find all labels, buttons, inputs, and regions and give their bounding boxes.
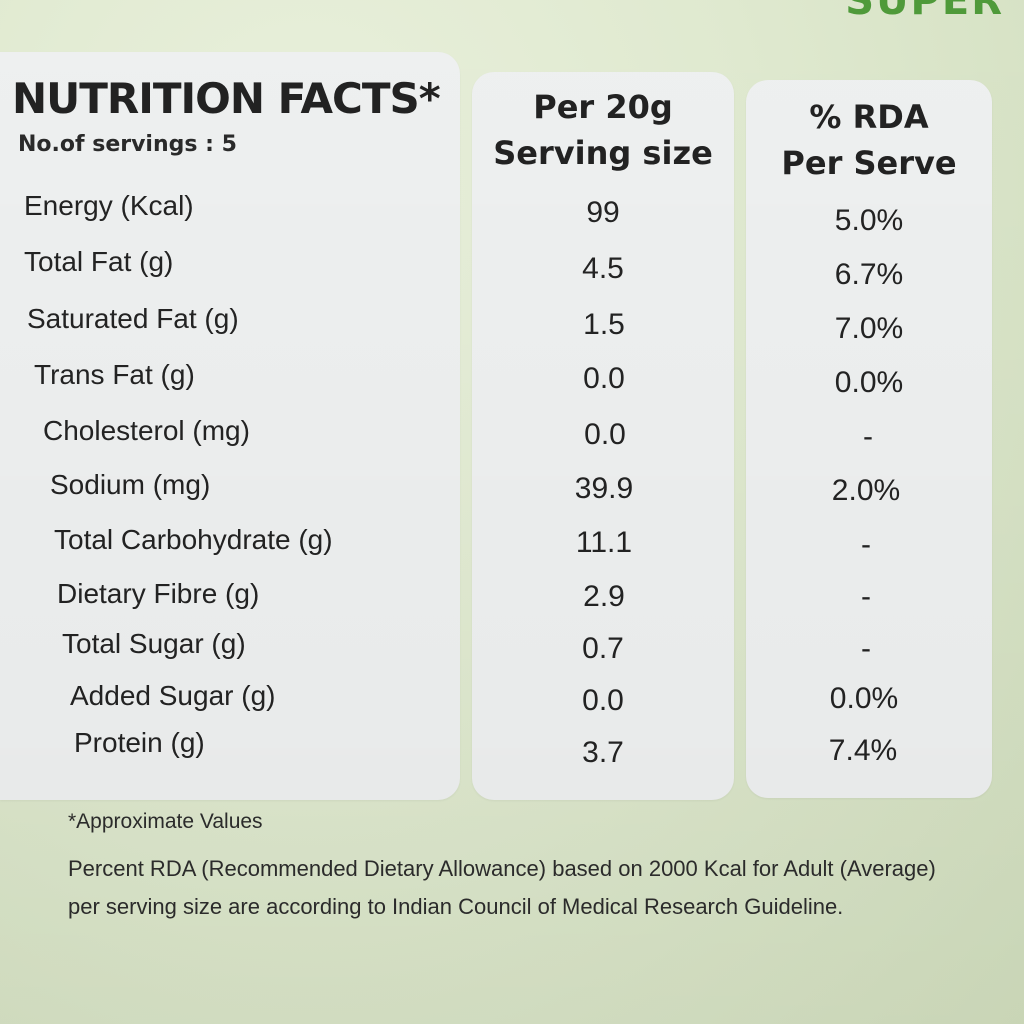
row-rda-cholesterol: - [863, 420, 873, 453]
row-label-total-carbohydrate: Total Carbohydrate (g) [54, 524, 333, 555]
footnote-rda-line2: per serving size are according to Indian… [68, 894, 844, 919]
row-label-saturated-fat: Saturated Fat (g) [27, 303, 239, 334]
row-label-trans-fat: Trans Fat (g) [34, 359, 195, 390]
row-value-dietary-fibre: 2.9 [583, 580, 625, 613]
row-rda-total-fat: 6.7% [834, 258, 904, 291]
row-value-trans-fat: 0.0 [583, 362, 625, 395]
row-label-total-fat: Total Fat (g) [24, 246, 174, 277]
footnote-approximate: *Approximate Values [68, 810, 263, 833]
rda-header-line1: % RDA [809, 98, 929, 136]
row-value-added-sugar: 0.0 [582, 684, 624, 717]
row-value-energy: 99 [586, 196, 620, 229]
per-serving-column-panel [472, 72, 734, 800]
package-top-text: SUPER [845, 0, 1004, 24]
per-serving-header-line2: Serving size [493, 134, 713, 172]
row-rda-dietary-fibre: - [861, 580, 871, 613]
row-value-protein: 3.7 [582, 736, 624, 769]
row-label-added-sugar: Added Sugar (g) [70, 680, 276, 711]
row-label-protein: Protein (g) [74, 727, 205, 758]
per-serving-header-line1: Per 20g [533, 88, 673, 126]
nutrition-facts-title: NUTRITION FACTS* [12, 74, 441, 123]
row-value-total-carbohydrate: 11.1 [575, 526, 633, 559]
row-rda-sodium: 2.0% [831, 474, 901, 507]
row-value-total-fat: 4.5 [582, 252, 624, 285]
per-serving-header: Per 20g Serving size [472, 84, 734, 176]
row-value-saturated-fat: 1.5 [583, 308, 625, 341]
rda-column-panel [746, 80, 992, 798]
row-label-sodium: Sodium (mg) [50, 469, 211, 500]
row-rda-total-carbohydrate: - [861, 528, 871, 561]
row-rda-energy: 5.0% [834, 204, 904, 237]
row-rda-total-sugar: - [861, 632, 871, 665]
row-value-sodium: 39.9 [574, 472, 634, 505]
row-rda-saturated-fat: 7.0% [834, 312, 904, 345]
row-value-total-sugar: 0.7 [582, 632, 624, 665]
servings-count: No.of servings : 5 [18, 132, 237, 157]
row-label-energy: Energy (Kcal) [24, 190, 194, 221]
rda-header-line2: Per Serve [781, 144, 957, 182]
row-rda-added-sugar: 0.0% [829, 682, 899, 715]
row-value-cholesterol: 0.0 [584, 418, 626, 451]
label-column-panel [0, 52, 460, 800]
footnote-rda-line1: Percent RDA (Recommended Dietary Allowan… [68, 856, 936, 881]
row-label-total-sugar: Total Sugar (g) [62, 628, 246, 659]
row-label-cholesterol: Cholesterol (mg) [43, 415, 250, 446]
row-rda-protein: 7.4% [828, 734, 898, 767]
rda-header: % RDA Per Serve [746, 94, 992, 186]
row-label-dietary-fibre: Dietary Fibre (g) [57, 578, 260, 609]
row-rda-trans-fat: 0.0% [834, 366, 904, 399]
